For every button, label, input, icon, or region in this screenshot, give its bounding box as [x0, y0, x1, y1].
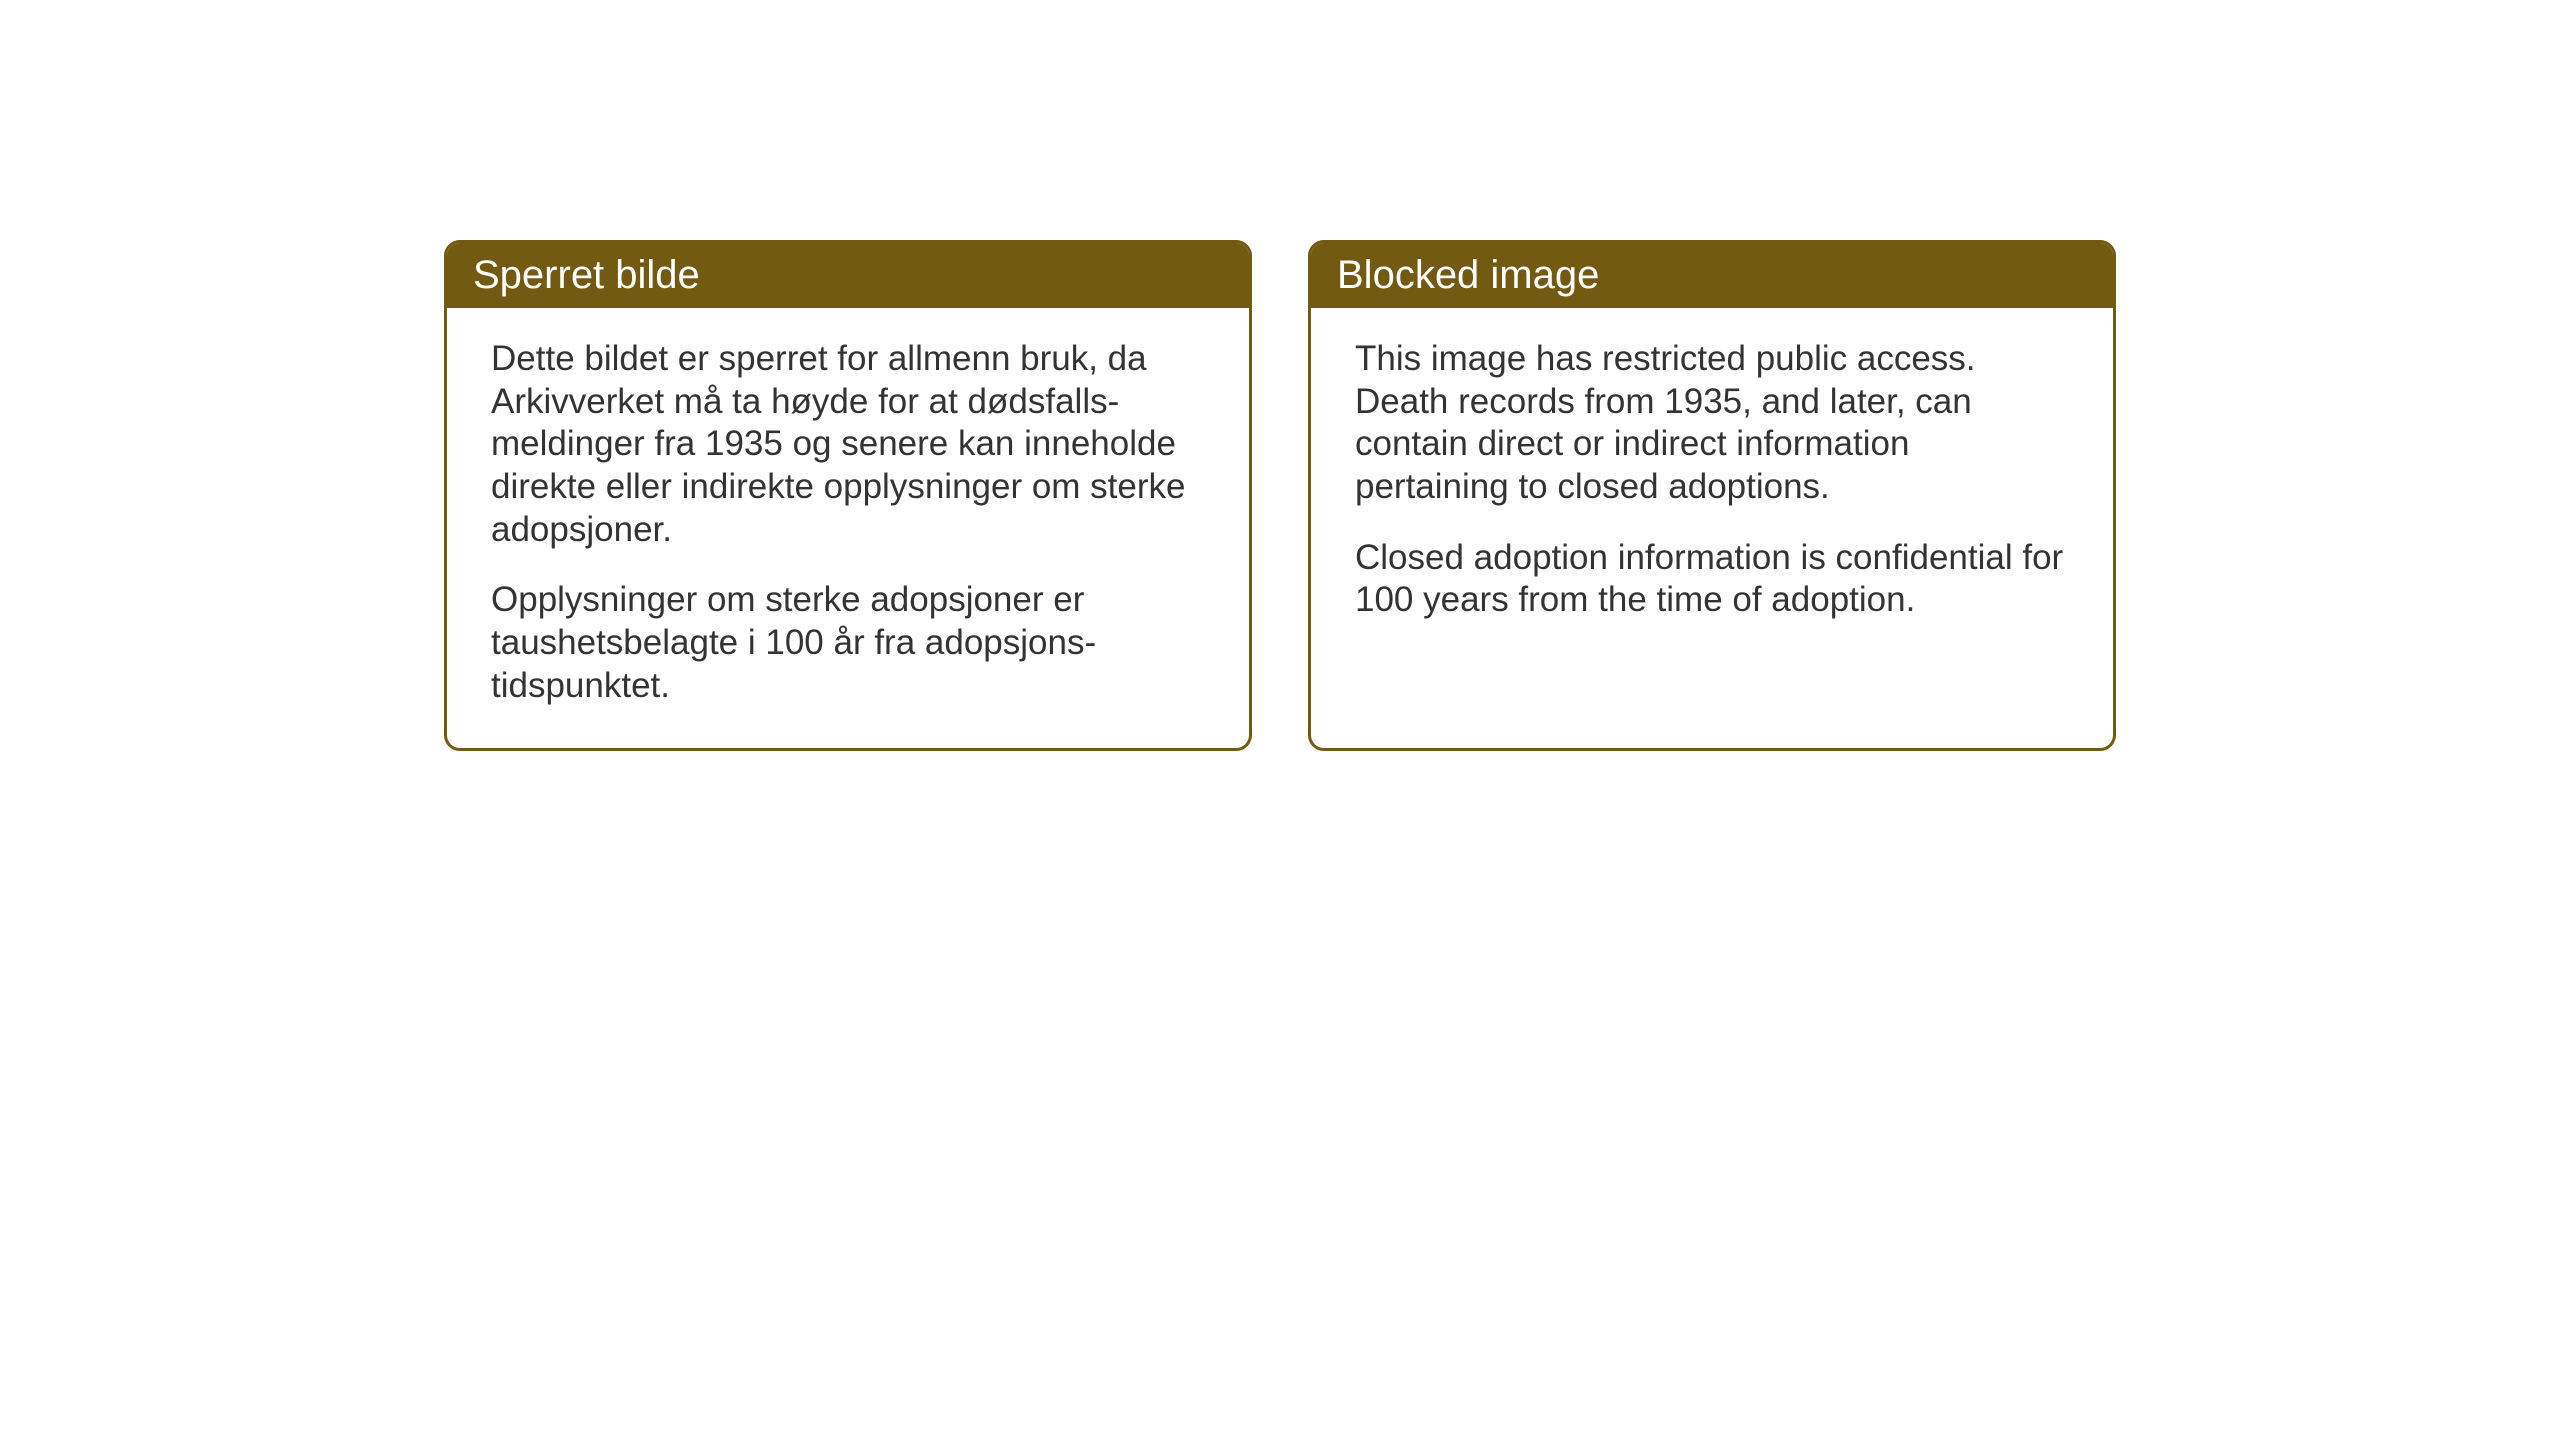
norwegian-notice-card: Sperret bilde Dette bildet er sperret fo… — [444, 240, 1252, 751]
notice-cards-container: Sperret bilde Dette bildet er sperret fo… — [444, 240, 2116, 751]
norwegian-card-body: Dette bildet er sperret for allmenn bruk… — [447, 308, 1249, 748]
norwegian-paragraph-1: Dette bildet er sperret for allmenn bruk… — [491, 338, 1205, 551]
english-card-title: Blocked image — [1311, 243, 2113, 308]
english-card-body: This image has restricted public access.… — [1311, 308, 2113, 662]
english-paragraph-1: This image has restricted public access.… — [1355, 338, 2069, 509]
norwegian-card-title: Sperret bilde — [447, 243, 1249, 308]
norwegian-paragraph-2: Opplysninger om sterke adopsjoner er tau… — [491, 579, 1205, 707]
english-paragraph-2: Closed adoption information is confident… — [1355, 537, 2069, 622]
english-notice-card: Blocked image This image has restricted … — [1308, 240, 2116, 751]
